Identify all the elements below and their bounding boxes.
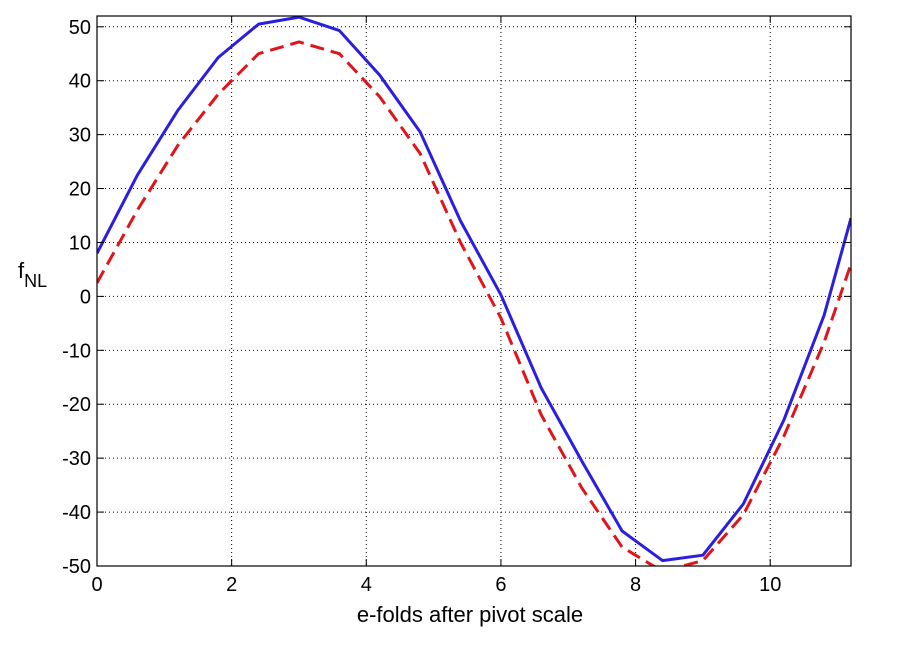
grid [97,16,851,566]
y-tick-label: 20 [69,179,91,201]
x-tick-label: 6 [495,574,506,596]
x-tick-label: 10 [759,574,781,596]
y-tick-label: -40 [62,502,91,524]
x-tick-labels: 0 2 4 6 8 10 [91,574,781,596]
y-axis-label-subscript: NL [24,271,47,291]
y-tick-label: -30 [62,448,91,470]
y-axis-label-main: f [18,258,25,283]
y-tick-label: -50 [62,556,91,578]
y-tick-label: 50 [69,17,91,39]
series-line-dashed [97,40,851,566]
x-tick-label: 4 [361,574,372,596]
y-tick-label: -10 [62,340,91,362]
tick-marks [96,16,851,567]
y-tick-labels: -50 -40 -30 -20 -10 0 10 20 30 40 50 [62,17,91,578]
x-axis-label: e-folds after pivot scale [357,602,583,627]
x-tick-label: 2 [226,574,237,596]
y-axis-label: fNL [18,258,47,291]
y-tick-label: 0 [80,286,91,308]
y-tick-label: 10 [69,232,91,254]
y-tick-label: 30 [69,125,91,147]
plot-frame [96,15,852,567]
y-tick-label: -20 [62,394,91,416]
x-tick-label: 0 [91,574,102,596]
series-layer [97,16,851,566]
x-tick-label: 8 [630,574,641,596]
y-tick-label: 40 [69,71,91,93]
series-line-solid [97,16,851,563]
